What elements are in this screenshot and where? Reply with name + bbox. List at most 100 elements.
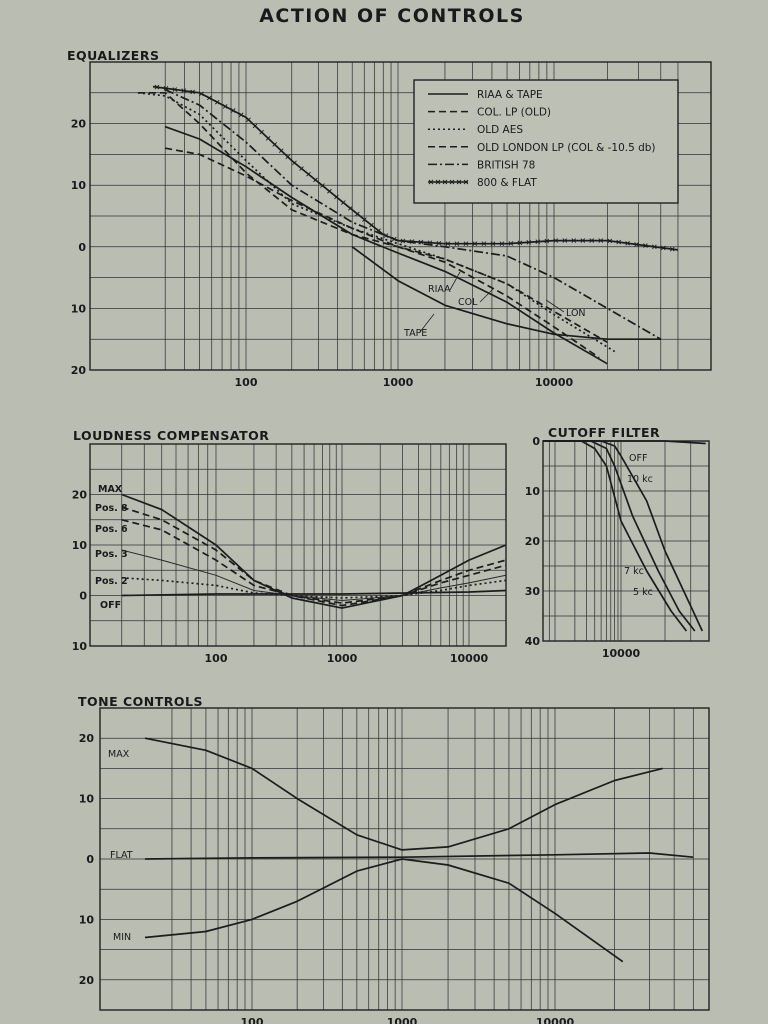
x-tick-label: 1000: [387, 1016, 418, 1024]
series-marker: [571, 238, 577, 243]
series-marker: [427, 240, 433, 246]
series-marker: [259, 129, 264, 135]
series-marker: [272, 142, 278, 147]
series-marker: [172, 87, 178, 92]
series-marker: [409, 239, 415, 244]
series-label: 10 kc: [627, 474, 653, 485]
y-tick-label: 20: [72, 489, 88, 502]
series-marker: [463, 241, 469, 247]
series-marker: [472, 241, 478, 247]
annotation-label: TAPE: [403, 328, 427, 339]
legend-entry: RIAA & TAPE: [477, 89, 543, 101]
series-line-flat: [144, 852, 694, 860]
series-label: Pos. 8: [95, 503, 128, 514]
series-line-max: [121, 493, 507, 609]
series-marker: [490, 241, 496, 247]
cutoff-title: CUTOFF FILTER: [548, 425, 660, 440]
series-line-5-kc: [543, 440, 688, 632]
series-marker: [341, 200, 346, 205]
series-label: OFF: [100, 600, 121, 611]
series-marker: [544, 238, 550, 244]
y-tick-label: 40: [525, 635, 541, 648]
y-tick-label: 20: [71, 118, 87, 131]
cutoff-series: [543, 440, 706, 632]
series-line-riaa-tape: [164, 125, 608, 365]
series-marker: [238, 112, 244, 118]
annotation-label: COL: [458, 297, 478, 308]
x-tick-label: 100: [235, 376, 258, 389]
series-marker: [376, 228, 381, 234]
series-marker: [553, 238, 559, 243]
series-line-col-lp-old-: [165, 147, 600, 359]
legend-box: [413, 79, 679, 204]
series-line-min: [144, 858, 624, 963]
series-marker: [230, 108, 236, 113]
series-label: 7 kc: [624, 566, 644, 577]
y-tick-label: 30: [525, 585, 541, 598]
series-marker: [163, 85, 169, 91]
legend-entry: 800 & FLAT: [477, 177, 537, 189]
annotation-leader: [479, 287, 495, 303]
equalizers-legend: RIAA & TAPE COL. LP (OLD) OLD AES OLD LONDO…: [413, 79, 679, 204]
series-line-pos-2: [121, 576, 507, 599]
y-tick-label: 10: [79, 913, 95, 926]
series-marker: [199, 91, 204, 97]
cutoff-grid: [543, 441, 709, 641]
series-label: 5 kc: [633, 587, 653, 598]
loudness-title: LOUDNESS COMPENSATOR: [73, 428, 269, 443]
loudness-grid: [90, 444, 506, 646]
x-tick-label: 1000: [383, 376, 414, 389]
series-marker: [222, 104, 228, 109]
series-label: MAX: [108, 749, 130, 760]
series-marker: [348, 205, 353, 211]
legend-marker: [428, 179, 434, 185]
series-marker: [652, 244, 657, 250]
series-marker: [517, 240, 523, 246]
y-tick-label: 20: [79, 732, 95, 745]
series-label: MIN: [113, 932, 131, 943]
x-tick-label: 10000: [602, 647, 641, 660]
legend-marker: [463, 179, 469, 185]
series-marker: [278, 148, 284, 153]
x-tick-label: 100: [241, 1016, 264, 1024]
series-marker: [526, 239, 532, 245]
series-line-riaa-tape: [351, 246, 661, 341]
series-marker: [154, 84, 160, 90]
series-marker: [299, 166, 304, 171]
series-marker: [292, 160, 297, 166]
tone-title: TONE CONTROLS: [78, 694, 203, 709]
equalizers-series: [137, 84, 679, 365]
series-marker: [669, 246, 675, 252]
annotation-leader: [419, 313, 435, 333]
y-tick-label: 20: [71, 364, 87, 377]
series-marker: [580, 238, 586, 243]
equalizers-plot-frame: [89, 61, 712, 371]
series-marker: [334, 194, 339, 200]
series-label: Pos. 3: [95, 549, 128, 560]
legend-entry: OLD LONDON LP (COL & -10.5 db): [477, 142, 656, 154]
series-marker: [327, 188, 332, 194]
y-tick-label: 0: [79, 590, 87, 603]
series-marker: [265, 135, 271, 141]
series-marker: [499, 241, 505, 247]
y-tick-label: 20: [525, 535, 541, 548]
series-line-old-aes: [137, 91, 616, 353]
series-marker: [285, 154, 291, 160]
series-marker: [252, 123, 258, 129]
series-marker: [355, 211, 360, 217]
series-marker: [660, 245, 666, 251]
series-marker: [391, 236, 397, 242]
tone-plot-frame: [99, 707, 710, 1011]
loudness-series: [121, 493, 507, 609]
series-marker: [445, 241, 451, 247]
x-tick-label: 10000: [536, 1016, 575, 1024]
series-marker: [362, 217, 367, 222]
x-tick-label: 1000: [327, 652, 358, 665]
series-label: Pos. 6: [95, 524, 128, 535]
series-marker: [320, 183, 325, 188]
series-marker: [634, 242, 639, 247]
